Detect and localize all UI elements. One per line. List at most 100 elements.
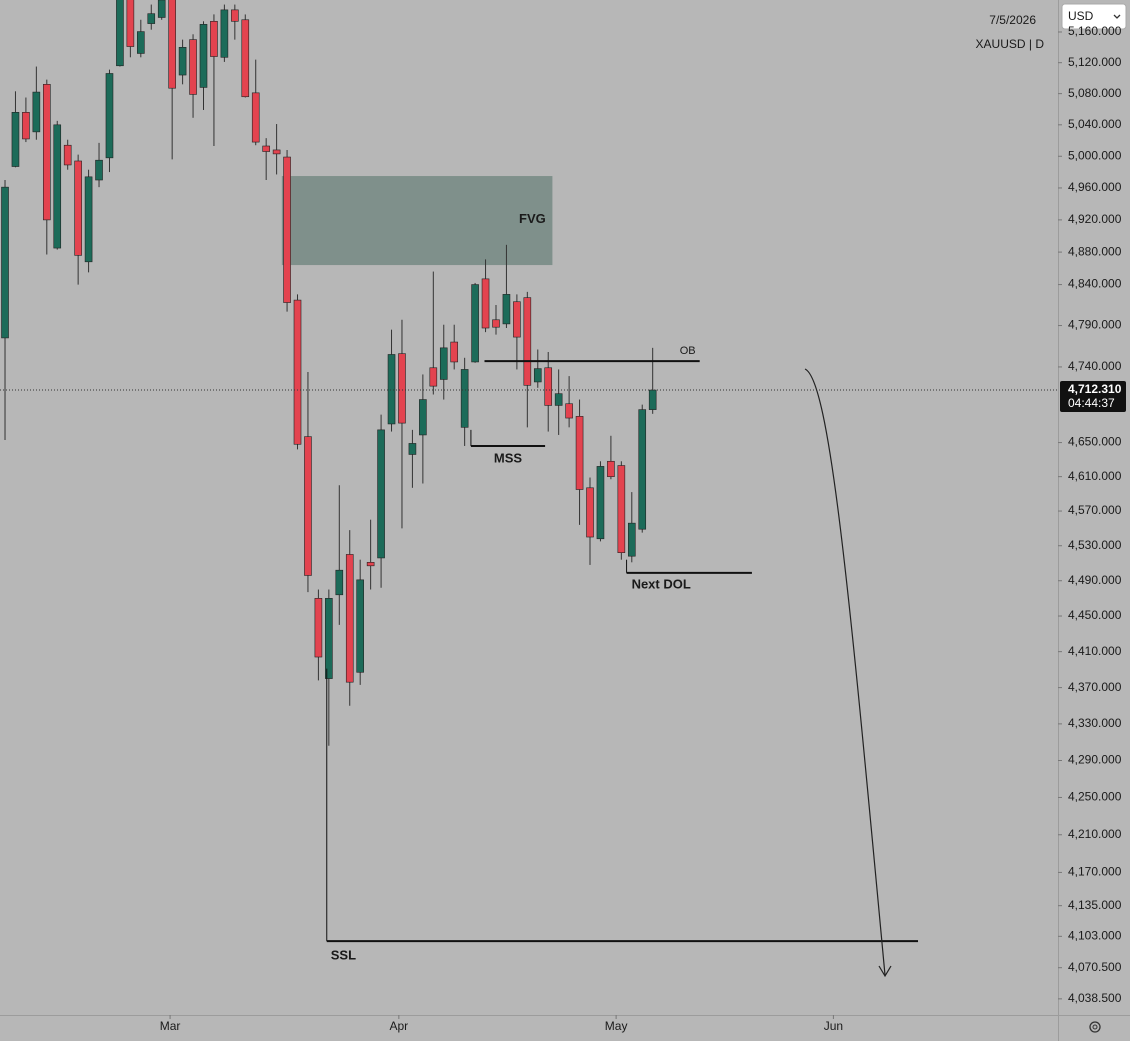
candle-body [74,160,82,256]
candle-body [32,91,41,133]
x-tick-label: Jun [824,1019,843,1033]
y-tick-label: 4,370.000 [1068,680,1122,694]
candle-body [502,294,511,325]
candle-body [251,92,260,143]
candle-body [523,297,532,386]
x-tick-label: May [605,1019,628,1033]
fvg-zone [281,176,553,266]
candle-body [116,0,124,67]
y-tick-label: 4,330.000 [1068,716,1122,730]
candle-body [11,112,20,167]
y-tick-label: 4,840.000 [1068,277,1122,291]
candle-body [189,39,197,95]
countdown: 04:44:37 [1068,396,1115,410]
candle-body [105,73,114,159]
candle-body [408,443,417,455]
candle-body [157,0,166,18]
candle-body [168,0,176,89]
candle-body [293,299,302,445]
y-tick-label: 4,960.000 [1068,180,1122,194]
y-tick-label: 4,135.000 [1068,898,1122,912]
candle-body [53,124,62,249]
y-tick-label: 4,450.000 [1068,608,1122,622]
date-text: 7/5/2026 [989,13,1036,27]
candle-body [241,19,250,98]
annotation-label: FVG [519,211,546,226]
candle-body [617,465,626,554]
candle-body [345,554,354,683]
last-price-label: 4,712.310 [1068,382,1122,396]
y-tick-label: 5,160.000 [1068,24,1122,38]
candle-body [544,367,553,406]
candle-body [147,13,156,24]
candle-body [220,9,229,58]
candle-body [439,347,448,380]
currency-dropdown[interactable]: USD [1061,3,1127,30]
annotations [281,176,553,266]
y-tick-label: 4,490.000 [1068,573,1122,587]
last-price-box [1060,381,1126,413]
candle-body [335,569,344,596]
y-tick-label: 4,290.000 [1068,753,1122,767]
candle-body [492,319,500,328]
candle-body [554,393,563,406]
y-tick-label: 5,120.000 [1068,55,1122,69]
projection-arrow [804,368,886,976]
candle-body [304,436,312,576]
y-tick-label: 4,410.000 [1068,644,1122,658]
annotation-label: Next DOL [632,576,691,591]
candle-body [377,429,385,559]
candle-body [398,353,406,424]
y-tick-label: 4,210.000 [1068,827,1122,841]
symbol-text: XAUUSD | D [976,37,1045,51]
y-tick-label: 4,880.000 [1068,244,1122,258]
candle-body [638,409,647,530]
candle-body [648,389,657,410]
y-tick-label: 4,790.000 [1068,318,1122,332]
candle-body [513,301,521,338]
x-tick-label: Mar [160,1019,181,1033]
y-tick-label: 5,080.000 [1068,86,1122,100]
chevron[interactable] [1113,14,1121,19]
currency-text[interactable]: USD [1068,9,1094,23]
y-tick-label: 4,070.500 [1068,960,1122,974]
y-tick-label: 4,530.000 [1068,538,1122,552]
candle-body [283,156,291,303]
candle-body [262,145,270,152]
dropdown-box[interactable] [1061,3,1127,30]
gear-icon[interactable] [1089,1021,1101,1033]
y-tick-label: 4,610.000 [1068,469,1122,483]
annotation-label: OB [680,345,696,357]
y-tick-label: 5,040.000 [1068,117,1122,131]
candle-body [325,598,333,679]
x-tick-label: Apr [389,1019,408,1033]
candle-body [450,341,459,363]
candle-body [1,186,9,339]
candle-body [596,466,605,540]
candle-body [63,144,72,166]
y-tick-label: 5,000.000 [1068,148,1122,162]
candle-body [627,522,636,557]
candle-body [231,9,239,22]
candle-body [272,149,281,155]
candle-body [22,112,30,140]
y-tick-label: 4,038.500 [1068,991,1122,1005]
candle-body [565,403,573,419]
candle-body [366,562,375,567]
candle-body [95,159,103,181]
candle-body [210,20,218,57]
gear-center[interactable] [1092,1024,1098,1030]
settings-button[interactable] [1089,1021,1101,1033]
candle-body [42,84,51,221]
candle-body [84,176,93,263]
y-tick-label: 4,170.000 [1068,865,1122,879]
candle-body [126,0,135,47]
y-tick-label: 4,250.000 [1068,790,1122,804]
annotation-label: SSL [331,948,356,963]
candle-body [471,284,479,363]
candle-body [419,399,427,436]
candles [1,0,657,746]
candle-body [178,47,187,76]
